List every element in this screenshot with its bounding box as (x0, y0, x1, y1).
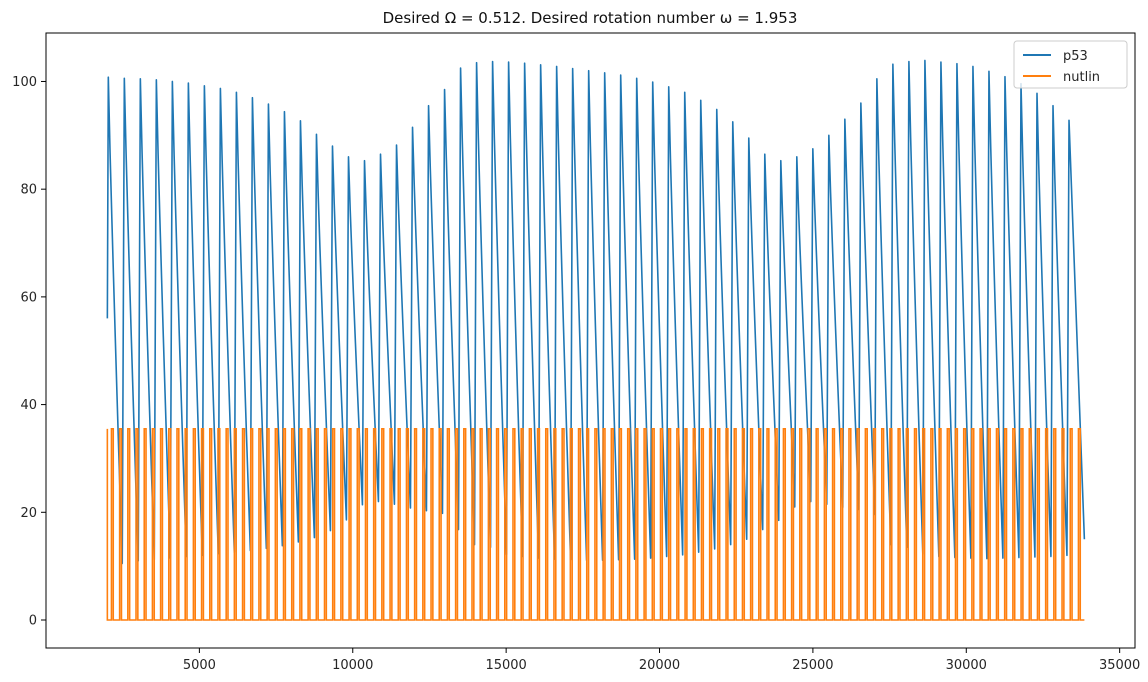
legend-label-p53: p53 (1063, 49, 1088, 64)
chart-title: Desired Ω = 0.512. Desired rotation numb… (383, 9, 798, 27)
series-line-p53 (106, 59, 1086, 565)
x-tick-label: 30000 (946, 658, 987, 673)
y-axis-ticks: 0 20 40 60 80 100 (12, 75, 46, 628)
x-tick-label: 5000 (183, 658, 216, 673)
x-tick-label: 25000 (792, 658, 833, 673)
x-tick-label: 35000 (1099, 658, 1140, 673)
legend: p53 nutlin (1013, 40, 1128, 89)
x-tick-label: 15000 (485, 658, 526, 673)
plot-area-frame (45, 32, 1136, 649)
y-tick-label: 40 (20, 398, 37, 413)
series-line-nutlin (106, 428, 1085, 621)
x-tick-label: 20000 (639, 658, 680, 673)
legend-label-nutlin: nutlin (1063, 70, 1100, 85)
y-tick-label: 20 (20, 506, 37, 521)
y-tick-label: 60 (20, 290, 37, 305)
y-tick-label: 100 (12, 75, 37, 90)
y-tick-label: 0 (29, 613, 37, 628)
plot-axes (45, 32, 1136, 649)
y-tick-label: 80 (20, 183, 37, 198)
x-tick-label: 10000 (332, 658, 373, 673)
x-axis-ticks: 5000 10000 15000 20000 25000 30000 35000 (183, 648, 1140, 673)
series-layer (106, 59, 1086, 621)
